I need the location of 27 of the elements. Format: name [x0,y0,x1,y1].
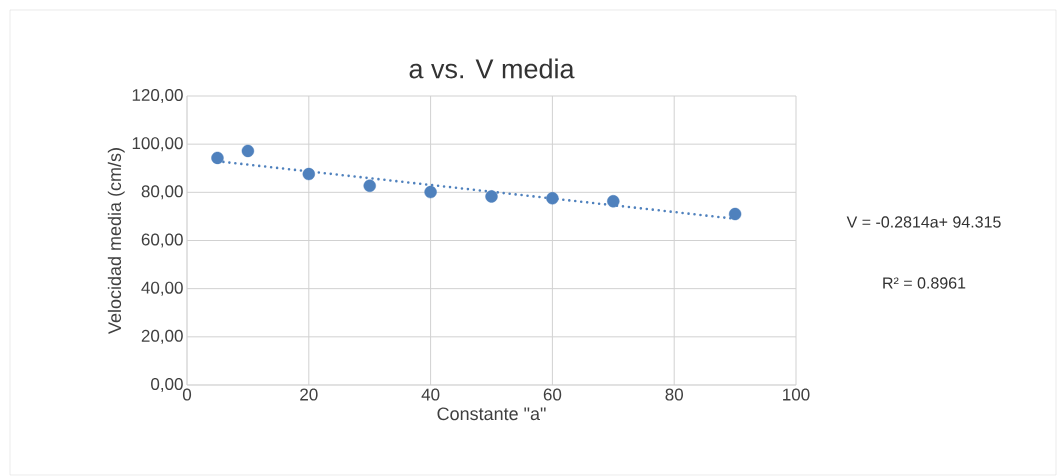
x-tick-label: 40 [421,388,440,401]
x-tick-label: 100 [783,388,810,401]
text: R² = 0.8961 [883,277,966,289]
x-tick-label: 60 [543,388,562,401]
point [424,185,437,199]
y-tick-label: 100,00 [132,137,183,152]
y-tick-label: 120,00 [132,88,183,104]
point [485,190,498,203]
y-tick-label: 80,00 [141,185,183,200]
y-tick-label: 40,00 [141,281,183,296]
y-tick-label: 20,00 [141,329,183,344]
point [211,151,224,165]
y-axis-title: Velocidad media (cm/s) [107,148,125,334]
point [546,192,559,205]
point [728,207,742,221]
x-axis-title: Constante "a" [437,407,546,421]
chart-title: a vs. V media [409,58,575,79]
point [302,167,316,181]
point [241,144,255,158]
x-tick-label: 0 [182,388,192,401]
x-tick-label: 20 [300,388,318,401]
x-tick-label: 80 [665,388,683,401]
y-tick-label: 0,00 [151,377,183,393]
point [363,179,376,193]
text: V = -0.2814a+ 94.315 [846,216,1001,228]
y-tick-label: 60,00 [141,233,183,248]
point [607,195,620,208]
